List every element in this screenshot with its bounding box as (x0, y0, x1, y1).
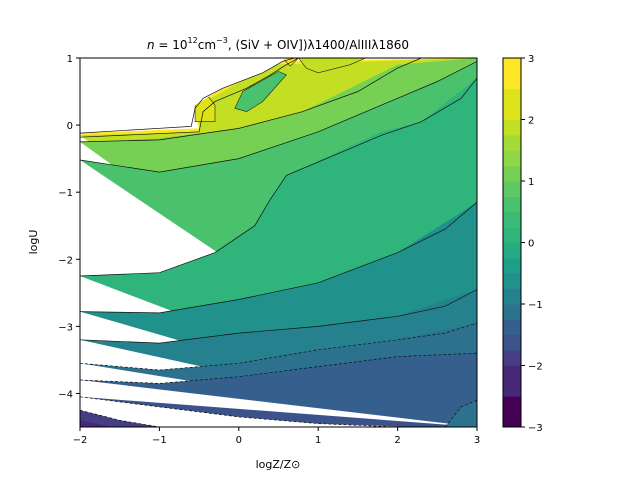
plot-frame (79, 57, 478, 428)
colorbar-segment (503, 273, 521, 290)
colorbar-segment (503, 288, 521, 305)
colorbar-tick-label: 2 (528, 116, 534, 127)
colorbar-tick-label: −1 (528, 300, 543, 311)
contour-line-8 (80, 352, 477, 384)
y-tick-label: 1 (67, 54, 73, 65)
contour-lines (80, 58, 477, 427)
contour-line-4 (80, 77, 477, 277)
contour-line-10 (80, 409, 160, 427)
colorbar-segment (503, 88, 521, 120)
colorbar-tick-label: 0 (528, 239, 534, 250)
colorbar-segment (503, 304, 521, 320)
y-axis-label: logU (27, 230, 40, 255)
contour-line-2 (80, 58, 422, 143)
colorbar-segment (503, 119, 521, 136)
contour-line-9 (80, 396, 398, 427)
y-tick-label: −3 (58, 322, 73, 333)
colorbar-segment (503, 334, 521, 351)
colorbar-segment (503, 211, 521, 228)
colorbar-segment (503, 227, 521, 243)
colorbar-segment (503, 396, 521, 428)
y-tick-label: −1 (58, 188, 73, 199)
colorbar-segment (503, 242, 521, 259)
contour-region-11 (80, 420, 112, 427)
x-tick-label: 2 (394, 435, 400, 446)
colorbar-segment (503, 58, 521, 90)
x-axis: −2 −1 0 1 2 3 (73, 427, 480, 446)
colorbar-segment (503, 196, 521, 213)
contour-line-0 (80, 58, 295, 134)
x-tick-label: 0 (236, 435, 242, 446)
contour-line-6 (80, 289, 477, 344)
colorbar-segment (503, 134, 521, 151)
colorbar-segment (503, 350, 521, 366)
colorbar-tick-label: 3 (528, 54, 534, 65)
colorbar-segment (503, 181, 521, 197)
y-tick-label: 0 (67, 121, 73, 132)
contour-feature-1 (234, 71, 287, 113)
chart-title-text: n = 1012cm−3, (SiV + OIV])λ1400/AlIIIλ18… (147, 36, 409, 52)
colorbar-segment (503, 150, 521, 167)
colorbar: −3 −2 −1 0 1 2 3 (502, 54, 543, 434)
contour-line-5 (80, 201, 477, 314)
contour-line-3 (80, 61, 477, 173)
contour-feature-3 (298, 58, 366, 74)
colorbar-tick-label: −3 (528, 423, 543, 434)
contour-feature-4 (80, 58, 287, 132)
x-axis-label: logZ/Z⊙ (256, 458, 301, 471)
chart-title: n = 1012cm−3, (SiV + OIV])λ1400/AlIIIλ18… (147, 36, 409, 52)
colorbar-tick-label: −2 (528, 362, 543, 373)
colorbar-segment (503, 365, 521, 397)
plot-area (80, 58, 477, 427)
colorbar-segment (503, 257, 521, 274)
contour-regions (80, 58, 477, 427)
y-tick-label: −4 (58, 389, 73, 400)
colorbar-segment (503, 319, 521, 336)
x-tick-label: −2 (73, 435, 88, 446)
y-axis: −4 −3 −2 −1 0 1 (58, 54, 80, 400)
colorbar-tick-label: 1 (528, 177, 534, 188)
contour-region-9 (80, 396, 477, 427)
contour-region-12 (445, 400, 477, 427)
x-tick-label: 1 (315, 435, 321, 446)
x-tick-label: 3 (474, 435, 480, 446)
contour-line-1 (80, 58, 299, 138)
x-tick-label: −1 (152, 435, 167, 446)
colorbar-segment (503, 165, 521, 182)
y-tick-label: −2 (58, 255, 73, 266)
contour-region-8 (80, 353, 477, 427)
contour-line-11 (444, 399, 477, 427)
contour-region-10 (80, 410, 160, 427)
